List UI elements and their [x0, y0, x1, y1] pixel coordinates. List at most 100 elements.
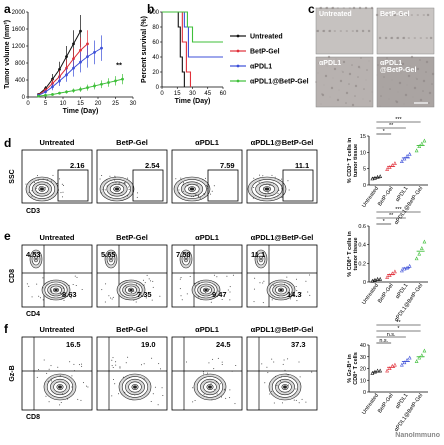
category-label: Untreated [361, 393, 380, 416]
event-dot [154, 386, 156, 388]
event-dot [262, 175, 264, 177]
data-point [79, 87, 82, 91]
texture-dot [337, 7, 339, 9]
sig-label: n.s. [379, 338, 388, 344]
event-dot [198, 282, 200, 284]
event-dot [182, 190, 184, 192]
density-core [189, 187, 195, 191]
quant-chart-d: 0 5 10 15 % CD3⁺ T cells in tumor tissue Untre… [346, 117, 428, 226]
event-dot [125, 285, 127, 287]
event-dot [108, 295, 110, 297]
event-dot [272, 297, 274, 299]
event-dot [135, 283, 137, 285]
event-dot [273, 361, 275, 363]
event-dot [148, 278, 150, 280]
event-dot [203, 193, 205, 195]
data-point [86, 86, 89, 90]
y-tick-label: 0.4 [358, 243, 366, 249]
data-point [387, 273, 392, 277]
panel-label-a: a [4, 2, 11, 16]
event-dot [180, 177, 182, 179]
event-dot [37, 175, 39, 177]
quadrant-percent-top: 4.53 [26, 250, 41, 259]
texture-dot [349, 7, 351, 9]
event-dot [101, 192, 103, 194]
texture-dot [362, 98, 364, 100]
texture-dot [370, 6, 374, 10]
category-label: αPDL1@BetP-Gel [394, 283, 425, 323]
quadrant-percent: 16.5 [66, 340, 81, 349]
event-dot [263, 280, 265, 282]
texture-dot [351, 64, 353, 66]
event-dot [253, 186, 255, 188]
density-core [185, 257, 187, 261]
event-dot [203, 394, 205, 396]
event-dot [290, 295, 292, 297]
texture-dot [360, 57, 362, 59]
event-dot [119, 181, 121, 183]
flow-row-f: Untreated 16.5 BetP-Gel 19.0 αPDL1 24.5 αPDL1@… [9, 325, 318, 421]
event-dot [114, 179, 116, 181]
texture-dot [327, 55, 331, 59]
event-dot [59, 178, 61, 180]
event-dot [101, 175, 103, 177]
texture-dot [318, 62, 320, 64]
event-dot [266, 183, 268, 185]
texture-dot [383, 76, 385, 78]
event-dot [35, 188, 37, 190]
data-point [407, 152, 412, 156]
data-point [79, 29, 82, 33]
data-point [402, 360, 407, 365]
event-dot [271, 390, 273, 392]
event-dot [118, 393, 120, 395]
event-dot [124, 391, 126, 393]
texture-dot [419, 37, 421, 39]
y-tick-label: 100 [149, 10, 160, 16]
event-dot [62, 184, 64, 186]
y-tick-label: 10 [360, 150, 366, 156]
event-dot [82, 382, 84, 384]
y-tick-label: 60 [152, 40, 159, 46]
micrograph-label: @BetP-Gel [380, 67, 416, 74]
texture-dot [426, 13, 430, 17]
event-dot [205, 291, 207, 293]
y-tick-label: 80 [152, 25, 159, 31]
texture-dot [422, 90, 424, 92]
x-tick-label: 25 [112, 101, 119, 107]
event-dot [113, 188, 115, 190]
texture-dot [342, 7, 344, 9]
event-dot [128, 188, 130, 190]
density-core [40, 187, 44, 191]
data-point [51, 93, 54, 96]
event-dot [50, 365, 52, 367]
event-dot [283, 283, 285, 285]
data-point [393, 269, 397, 274]
event-dot [281, 188, 283, 190]
event-dot [286, 276, 288, 278]
event-dot [221, 363, 223, 365]
event-dot [189, 275, 191, 277]
density-core [110, 257, 112, 261]
event-dot [296, 290, 298, 292]
texture-dot [342, 60, 346, 64]
y-tick-label: 2000 [12, 10, 26, 16]
panel-label-f: f [4, 322, 9, 336]
event-dot [62, 287, 64, 289]
data-point [100, 82, 103, 86]
texture-dot [391, 79, 393, 81]
category-label: αPDL1@BetP-Gel [394, 393, 425, 433]
event-dot [61, 196, 63, 198]
texture-dot [416, 78, 418, 80]
event-dot [254, 277, 256, 279]
event-dot [26, 283, 28, 285]
event-dot [190, 195, 192, 197]
data-point [422, 239, 427, 244]
density-core [279, 288, 283, 292]
texture-dot [346, 30, 348, 32]
texture-dot [355, 29, 359, 33]
data-point [370, 370, 375, 375]
event-dot [179, 278, 181, 280]
event-dot [69, 361, 71, 363]
legend-label: Untreated [250, 34, 283, 41]
event-dot [67, 398, 69, 400]
